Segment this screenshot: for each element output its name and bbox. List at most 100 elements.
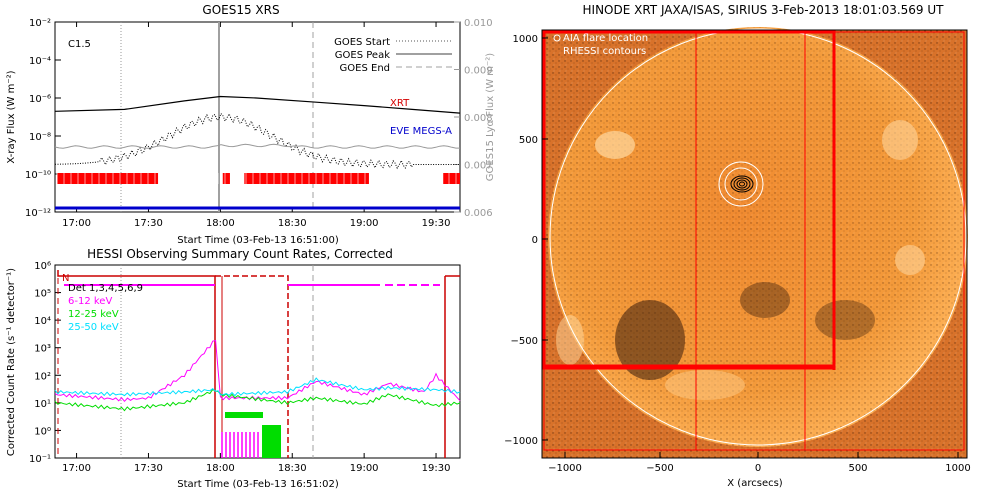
hessi-x-tick-label: 18:00 [206, 463, 235, 474]
solar-y-tick-label: 1000 [513, 34, 538, 45]
hessi-y-axis-label: Corrected Count Rate (s⁻¹ detector⁻¹) [6, 268, 17, 456]
hessi-y-tick-label: 10¹ [34, 399, 51, 410]
active-region-1 [595, 131, 635, 159]
xrt-coverage-bar [222, 173, 230, 184]
active-region-4 [556, 315, 584, 365]
goes-x-tick-label: 19:00 [350, 218, 379, 229]
hessi-y-tick-label: 10⁵ [34, 289, 51, 300]
solar-y-tick-label: −500 [511, 336, 538, 347]
hessi-legend-3: 25-50 keV [68, 322, 119, 333]
xrt-coverage-bar [244, 173, 369, 184]
solar-y-tick-label: −1000 [504, 436, 538, 447]
hessi-series-25-50-kev [54, 377, 461, 397]
hessi-y-tick-label: 10⁻¹ [29, 454, 51, 465]
hessi-flag-n: N [62, 273, 69, 284]
goes-y-axis-label: X-ray Flux (W m⁻²) [6, 70, 17, 163]
solar-x-tick-label: −1000 [548, 463, 582, 474]
active-region-5 [665, 370, 745, 400]
hessi-y-tick-label: 10² [34, 371, 51, 382]
goes-right-tick-label: 0.008 [464, 113, 493, 124]
aia-legend-symbol [553, 34, 561, 42]
goes-x-tick-label: 19:30 [422, 218, 451, 229]
hessi-x-axis-label: Start Time (03-Feb-13 16:51:02) [177, 479, 339, 490]
hessi-attenuator-bars [221, 412, 281, 458]
solar-x-tick-label: 500 [848, 463, 867, 474]
hessi-state-box-1 [57, 270, 216, 458]
goes-y-ticks-left: 10⁻² 10⁻⁴ 10⁻⁶ 10⁻⁸ 10⁻¹⁰ 10⁻¹² [25, 18, 61, 219]
solar-y-tick-label: 500 [519, 135, 538, 146]
goes-legend-start: GOES Start [334, 37, 390, 48]
goes-x-tick-label: 17:00 [62, 218, 91, 229]
goes-x-tick-label: 18:00 [206, 218, 235, 229]
goes-x-axis-label: Start Time (03-Feb-13 16:51:00) [177, 235, 339, 246]
hessi-x-tick-label: 17:30 [134, 463, 163, 474]
goes-title: GOES15 XRS [202, 3, 279, 17]
hessi-legend-2: 12-25 keV [68, 309, 119, 320]
hessi-state-boxes [57, 270, 460, 458]
hessi-y-ticks: 10⁶ 10⁵ 10⁴ 10³ 10² 10¹ 10⁰ 10⁻¹ [29, 261, 61, 465]
xrt-fov-boxes [542, 30, 965, 451]
hessi-title: HESSI Observing Summary Count Rates, Cor… [87, 247, 393, 261]
hessi-y-tick-label: 10⁶ [34, 261, 51, 272]
aia-flare-circle-outer [718, 161, 764, 207]
hessi-series-12-25-kev [54, 388, 461, 412]
hessi-x-tick-label: 17:00 [62, 463, 91, 474]
solar-y-ticks: 1000 500 0 −500 −1000 [504, 34, 548, 447]
hessi-x-ticks: 17:00 17:30 18:00 18:30 19:00 19:30 [62, 453, 450, 474]
goes-x-tick-label: 17:30 [134, 218, 163, 229]
goes-x-tick-label: 18:30 [278, 218, 307, 229]
hessi-series-6-12-kev [54, 339, 461, 403]
solar-plot-frame [541, 29, 968, 459]
hessi-y-tick-label: 10⁴ [34, 316, 51, 327]
goes-legend-peak: GOES Peak [335, 50, 390, 61]
aia-legend-label: AIA flare location [563, 33, 648, 44]
hessi-state-box-2 [215, 275, 289, 458]
hessi-panel: HESSI Observing Summary Count Rates, Cor… [6, 247, 461, 490]
rhessi-contours [730, 175, 754, 193]
active-region-3 [895, 245, 925, 275]
hessi-legend-0: Det 1,3,4,5,6,9 [68, 283, 143, 294]
solar-title: HINODE XRT JAXA/ISAS, SIRIUS 3-Feb-2013 … [583, 3, 945, 17]
goes-y-tick-label: 10⁻⁶ [29, 94, 51, 105]
goes-short-channel-line [54, 112, 460, 170]
solar-x-tick-label: 1000 [945, 463, 970, 474]
goes-y-tick-label: 10⁻⁸ [29, 132, 51, 143]
aia-flare-circle-inner [724, 167, 758, 201]
goes-legend-end: GOES End [340, 63, 390, 74]
hessi-y-tick-label: 10⁰ [34, 426, 51, 437]
goes-lyman-alpha-line [54, 143, 460, 149]
goes-right-tick-label: 0.010 [464, 18, 493, 29]
hessi-gap-green [262, 425, 281, 458]
goes-right-tick-label: 0.007 [464, 161, 493, 172]
active-region-2 [882, 120, 918, 160]
hessi-legend-1: 6-12 keV [68, 296, 112, 307]
goes-y-tick-label: 10⁻⁴ [29, 56, 51, 67]
goes-y-tick-label: 10⁻¹⁰ [25, 170, 51, 181]
goes-legend: GOES Start GOES Peak GOES End [334, 37, 452, 74]
xrt-coverage-bar [443, 173, 460, 184]
goes-y-tick-label: 10⁻¹² [25, 208, 51, 219]
solar-limb-circle [549, 28, 967, 446]
solar-x-ticks: −1000 −500 0 500 1000 [548, 452, 971, 474]
goes-long-channel-line [54, 95, 461, 114]
hessi-legend: Det 1,3,4,5,6,9 6-12 keV 12-25 keV 25-50… [68, 283, 143, 333]
solar-x-tick-label: −500 [646, 463, 673, 474]
eve-series-label: EVE MEGS-A [390, 126, 452, 137]
solar-panel: HINODE XRT JAXA/ISAS, SIRIUS 3-Feb-2013 … [504, 3, 971, 489]
rhessi-legend-label: RHESSI contours [563, 46, 646, 57]
xrt-coverage-bars [56, 173, 460, 184]
solar-y-tick-label: 0 [532, 235, 538, 246]
xrt-series-label: XRT [390, 98, 410, 109]
solar-x-tick-label: 0 [755, 463, 761, 474]
coronal-hole-2 [740, 282, 790, 318]
goes-class-label: C1.5 [68, 39, 91, 50]
goes-right-tick-label: 0.009 [464, 66, 493, 77]
hessi-y-tick-label: 10³ [34, 344, 51, 355]
hessi-state-box-4 [444, 275, 460, 458]
solar-x-axis-label: X (arcsecs) [727, 478, 783, 489]
xrt-fov-box-full [543, 31, 965, 451]
goes-right-tick-label: 0.006 [464, 208, 493, 219]
coronal-hole-1 [615, 300, 685, 380]
coronal-hole-3 [815, 300, 875, 340]
